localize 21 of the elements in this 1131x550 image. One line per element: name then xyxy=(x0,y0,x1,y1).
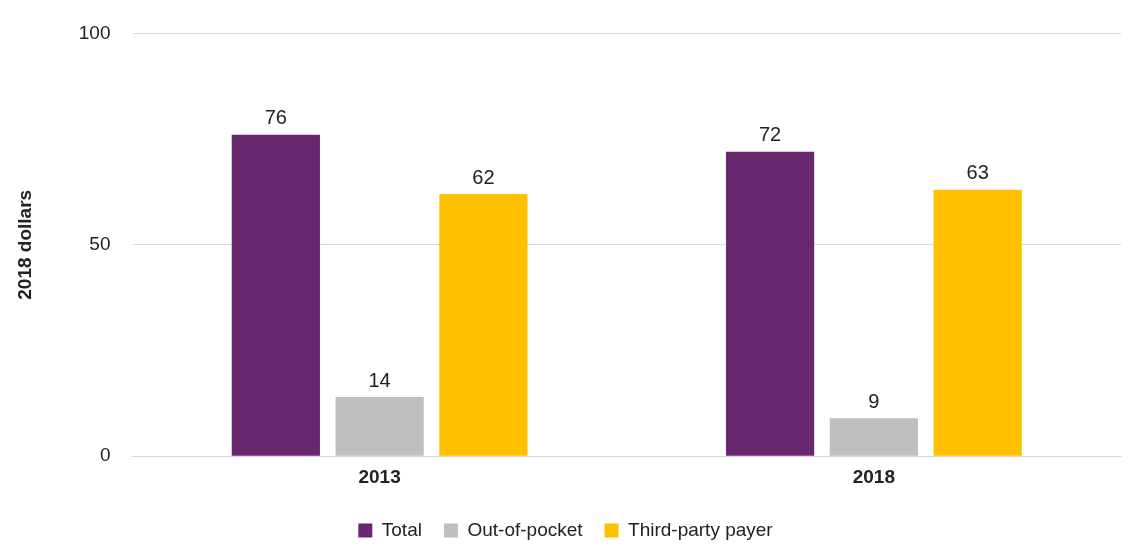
bar xyxy=(725,151,815,456)
y-tick-label: 100 xyxy=(78,21,111,43)
data-label: 63 xyxy=(966,161,989,184)
y-axis-title: 2018 dollars xyxy=(13,189,35,300)
data-label: 9 xyxy=(868,389,880,412)
bar xyxy=(335,397,424,456)
data-label: 72 xyxy=(758,123,782,146)
x-tick-label: 2013 xyxy=(358,465,401,487)
x-tick-label: 2018 xyxy=(852,465,896,487)
bar xyxy=(933,189,1022,456)
legend-label: Out-of-pocket xyxy=(467,518,584,540)
bar xyxy=(829,418,918,456)
y-tick-label: 0 xyxy=(99,444,111,466)
data-label: 76 xyxy=(264,106,287,129)
data-label: 62 xyxy=(472,165,495,188)
bar xyxy=(439,194,528,456)
y-tick-label: 50 xyxy=(89,233,111,255)
legend-label: Total xyxy=(381,518,422,540)
data-label: 14 xyxy=(368,368,391,391)
legend-label: Third-party payer xyxy=(628,518,774,540)
bar xyxy=(231,134,320,456)
